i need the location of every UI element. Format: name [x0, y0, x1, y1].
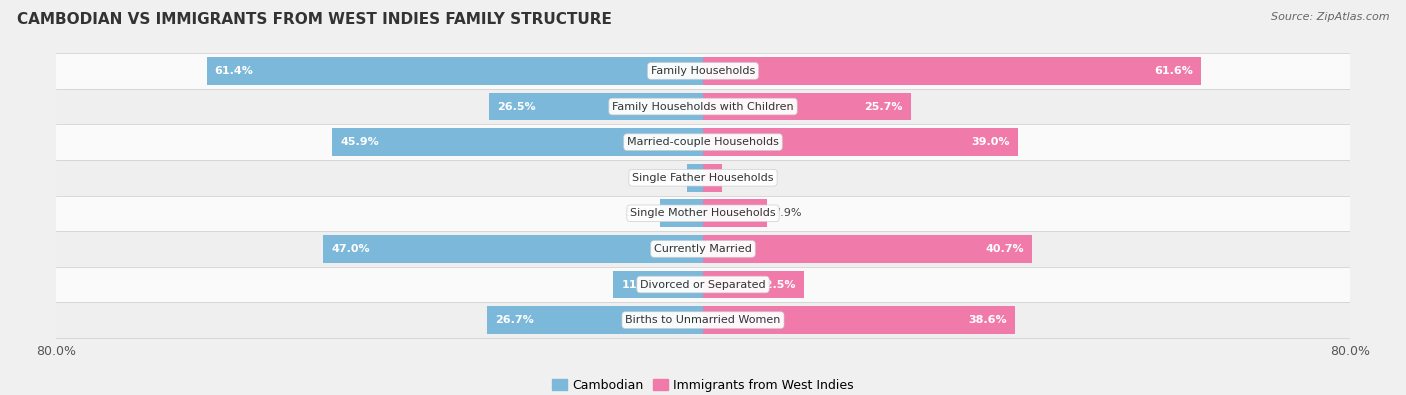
Bar [56, 267, 1350, 302]
Text: 12.5%: 12.5% [758, 280, 796, 290]
Bar [489, 93, 703, 120]
Bar [703, 199, 766, 227]
Text: 26.5%: 26.5% [496, 102, 536, 111]
Text: Married-couple Households: Married-couple Households [627, 137, 779, 147]
Text: 26.7%: 26.7% [495, 315, 534, 325]
Bar [703, 235, 1032, 263]
Bar [56, 302, 1350, 338]
Text: 5.3%: 5.3% [626, 208, 654, 218]
Text: Divorced or Separated: Divorced or Separated [640, 280, 766, 290]
Bar [613, 271, 703, 298]
Text: 11.1%: 11.1% [621, 280, 659, 290]
Bar [56, 89, 1350, 124]
Bar [661, 199, 703, 227]
Text: 25.7%: 25.7% [865, 102, 903, 111]
Bar [323, 235, 703, 263]
Text: Births to Unmarried Women: Births to Unmarried Women [626, 315, 780, 325]
Text: 39.0%: 39.0% [972, 137, 1010, 147]
Text: 2.0%: 2.0% [652, 173, 681, 183]
Legend: Cambodian, Immigrants from West Indies: Cambodian, Immigrants from West Indies [547, 374, 859, 395]
Text: Family Households with Children: Family Households with Children [612, 102, 794, 111]
Text: 7.9%: 7.9% [773, 208, 801, 218]
Text: Single Mother Households: Single Mother Households [630, 208, 776, 218]
Bar [56, 53, 1350, 89]
Bar [56, 231, 1350, 267]
Text: 38.6%: 38.6% [969, 315, 1007, 325]
Bar [703, 271, 804, 298]
Bar [703, 57, 1201, 85]
Text: Family Households: Family Households [651, 66, 755, 76]
Text: 45.9%: 45.9% [340, 137, 378, 147]
Bar [703, 93, 911, 120]
Text: 2.3%: 2.3% [728, 173, 756, 183]
Bar [703, 306, 1015, 334]
Text: 47.0%: 47.0% [332, 244, 370, 254]
Bar [703, 128, 1018, 156]
Text: CAMBODIAN VS IMMIGRANTS FROM WEST INDIES FAMILY STRUCTURE: CAMBODIAN VS IMMIGRANTS FROM WEST INDIES… [17, 12, 612, 27]
Text: Currently Married: Currently Married [654, 244, 752, 254]
Bar [688, 164, 703, 192]
Text: Single Father Households: Single Father Households [633, 173, 773, 183]
Bar [486, 306, 703, 334]
Bar [703, 164, 721, 192]
Text: Source: ZipAtlas.com: Source: ZipAtlas.com [1271, 12, 1389, 22]
Bar [56, 196, 1350, 231]
Text: 40.7%: 40.7% [986, 244, 1024, 254]
Bar [332, 128, 703, 156]
Bar [207, 57, 703, 85]
Bar [56, 124, 1350, 160]
Bar [56, 160, 1350, 196]
Text: 61.6%: 61.6% [1154, 66, 1192, 76]
Text: 61.4%: 61.4% [215, 66, 253, 76]
